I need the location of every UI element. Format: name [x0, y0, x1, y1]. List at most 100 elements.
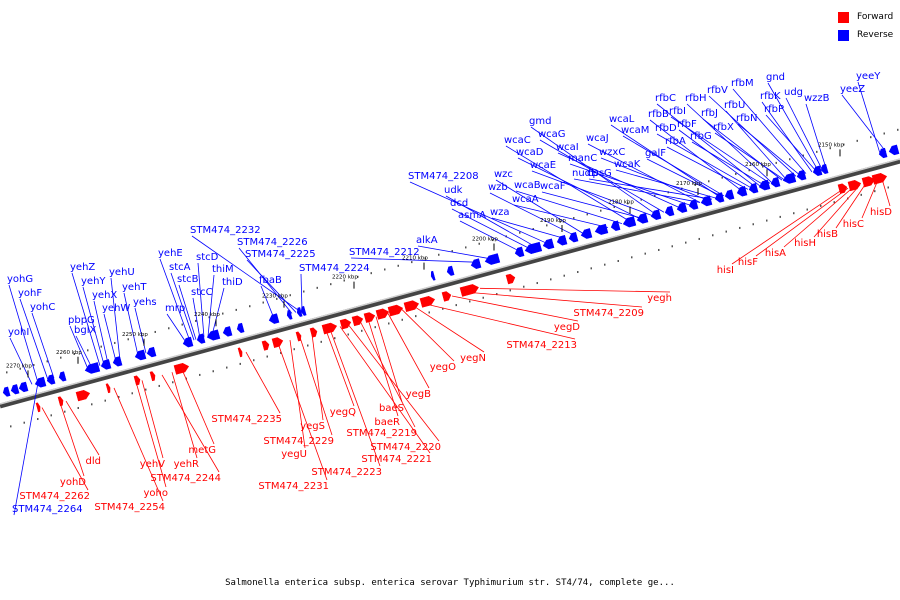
tick-mark [212, 370, 214, 373]
tick-mark [793, 212, 795, 215]
gene-label: baeS [379, 403, 404, 414]
leader-line [141, 380, 164, 459]
gene-label: hisD [870, 207, 892, 218]
tick-mark [779, 215, 781, 218]
leader-line [9, 337, 33, 385]
gene-label: yohC [30, 302, 55, 313]
tick-mark [829, 147, 831, 150]
reverse-gene-shape [206, 329, 221, 341]
leader-line [732, 88, 807, 174]
ruler-label: 2220 kbp [332, 275, 358, 281]
leader-line [409, 181, 549, 245]
gene-label: yohG [7, 274, 33, 285]
tick-mark [492, 239, 494, 242]
tick-mark [631, 256, 633, 259]
reverse-gene-shape [470, 258, 482, 269]
forward-gene-shape [403, 300, 420, 313]
reverse-gene [812, 165, 823, 176]
tick-mark [181, 323, 183, 326]
leader-line [75, 335, 93, 369]
forward-gene-shape [837, 183, 848, 194]
tick-mark [276, 297, 278, 300]
tick-mark [640, 198, 642, 201]
forward-gene-shape [505, 273, 516, 285]
tick-mark [104, 399, 106, 402]
forward-gene [35, 402, 41, 413]
reverse-gene [146, 346, 157, 358]
forward-gene-shape [321, 322, 338, 335]
gene-label: STM474_2229 [263, 436, 334, 447]
tick-mark [87, 349, 89, 352]
leader-line [531, 170, 653, 216]
gene-label: yegN [460, 353, 486, 364]
reverse-gene [470, 258, 482, 269]
tick-mark [586, 213, 588, 216]
tick-mark [428, 311, 430, 314]
reverse-gene [300, 305, 307, 316]
forward-gene-shape [441, 291, 452, 302]
gene-label: rfbD [655, 123, 677, 134]
tick-mark [127, 338, 129, 341]
gene-label: wcaI [556, 142, 579, 153]
tick-mark [10, 425, 12, 428]
leader-line [573, 178, 701, 203]
tick-mark [820, 204, 822, 207]
leader-line [347, 324, 440, 442]
leader-line [725, 110, 787, 180]
reverse-gene [286, 309, 293, 320]
gene-label: rfbV [707, 85, 728, 96]
leader-line [588, 178, 713, 200]
gene-label: pbpG [68, 315, 95, 326]
reverse-gene-shape [610, 220, 621, 231]
forward-gene [295, 331, 302, 342]
forward-gene [419, 296, 436, 308]
reverse-gene [748, 182, 759, 194]
gene-label: yohD [60, 477, 86, 488]
forward-gene [261, 340, 270, 351]
leader-line [31, 312, 55, 379]
ruler-label: 2270 kbp [6, 363, 32, 369]
tick-mark [222, 312, 224, 315]
tick-mark [536, 282, 538, 285]
gene-label: yehY [81, 276, 106, 287]
reverse-gene-shape [196, 333, 206, 344]
leader-line [465, 291, 643, 308]
reverse-gene-shape [758, 179, 771, 191]
reverse-gene-shape [182, 336, 194, 348]
reverse-gene-shape [688, 199, 699, 210]
tick-mark [604, 263, 606, 266]
reverse-gene-shape [134, 349, 147, 361]
tick-mark [806, 208, 808, 211]
reverse-gene-shape [10, 384, 20, 395]
ruler-label: 2230 kbp [262, 294, 288, 300]
gene-label: wzb [488, 182, 508, 193]
leader-line [666, 146, 749, 190]
reverse-gene-shape [796, 169, 807, 181]
reverse-gene [878, 147, 888, 159]
leader-line [539, 139, 665, 213]
reverse-gene [580, 228, 593, 239]
reverse-gene-shape [430, 270, 436, 281]
leader-line [423, 303, 576, 340]
gene-label: hisB [817, 229, 838, 240]
tick-mark [168, 327, 170, 330]
reverse-gene [664, 205, 675, 217]
gene-label: manC [568, 153, 597, 164]
reverse-gene [888, 144, 900, 156]
scale-ticks [6, 128, 899, 428]
reverse-gene-shape [594, 223, 609, 235]
tick-mark [496, 293, 498, 296]
reverse-gene [100, 359, 112, 370]
leader-line [211, 287, 225, 336]
tick-mark [46, 360, 48, 363]
reverse-gene [84, 362, 101, 374]
tick-mark [60, 356, 62, 359]
reverse-gene-shape [286, 309, 293, 320]
forward-gene [861, 176, 876, 188]
gene-label: rfbC [655, 93, 676, 104]
sequence-axis [0, 158, 900, 409]
gene-label: yegB [406, 389, 431, 400]
tick-mark [469, 300, 471, 303]
leader-line [417, 245, 493, 260]
